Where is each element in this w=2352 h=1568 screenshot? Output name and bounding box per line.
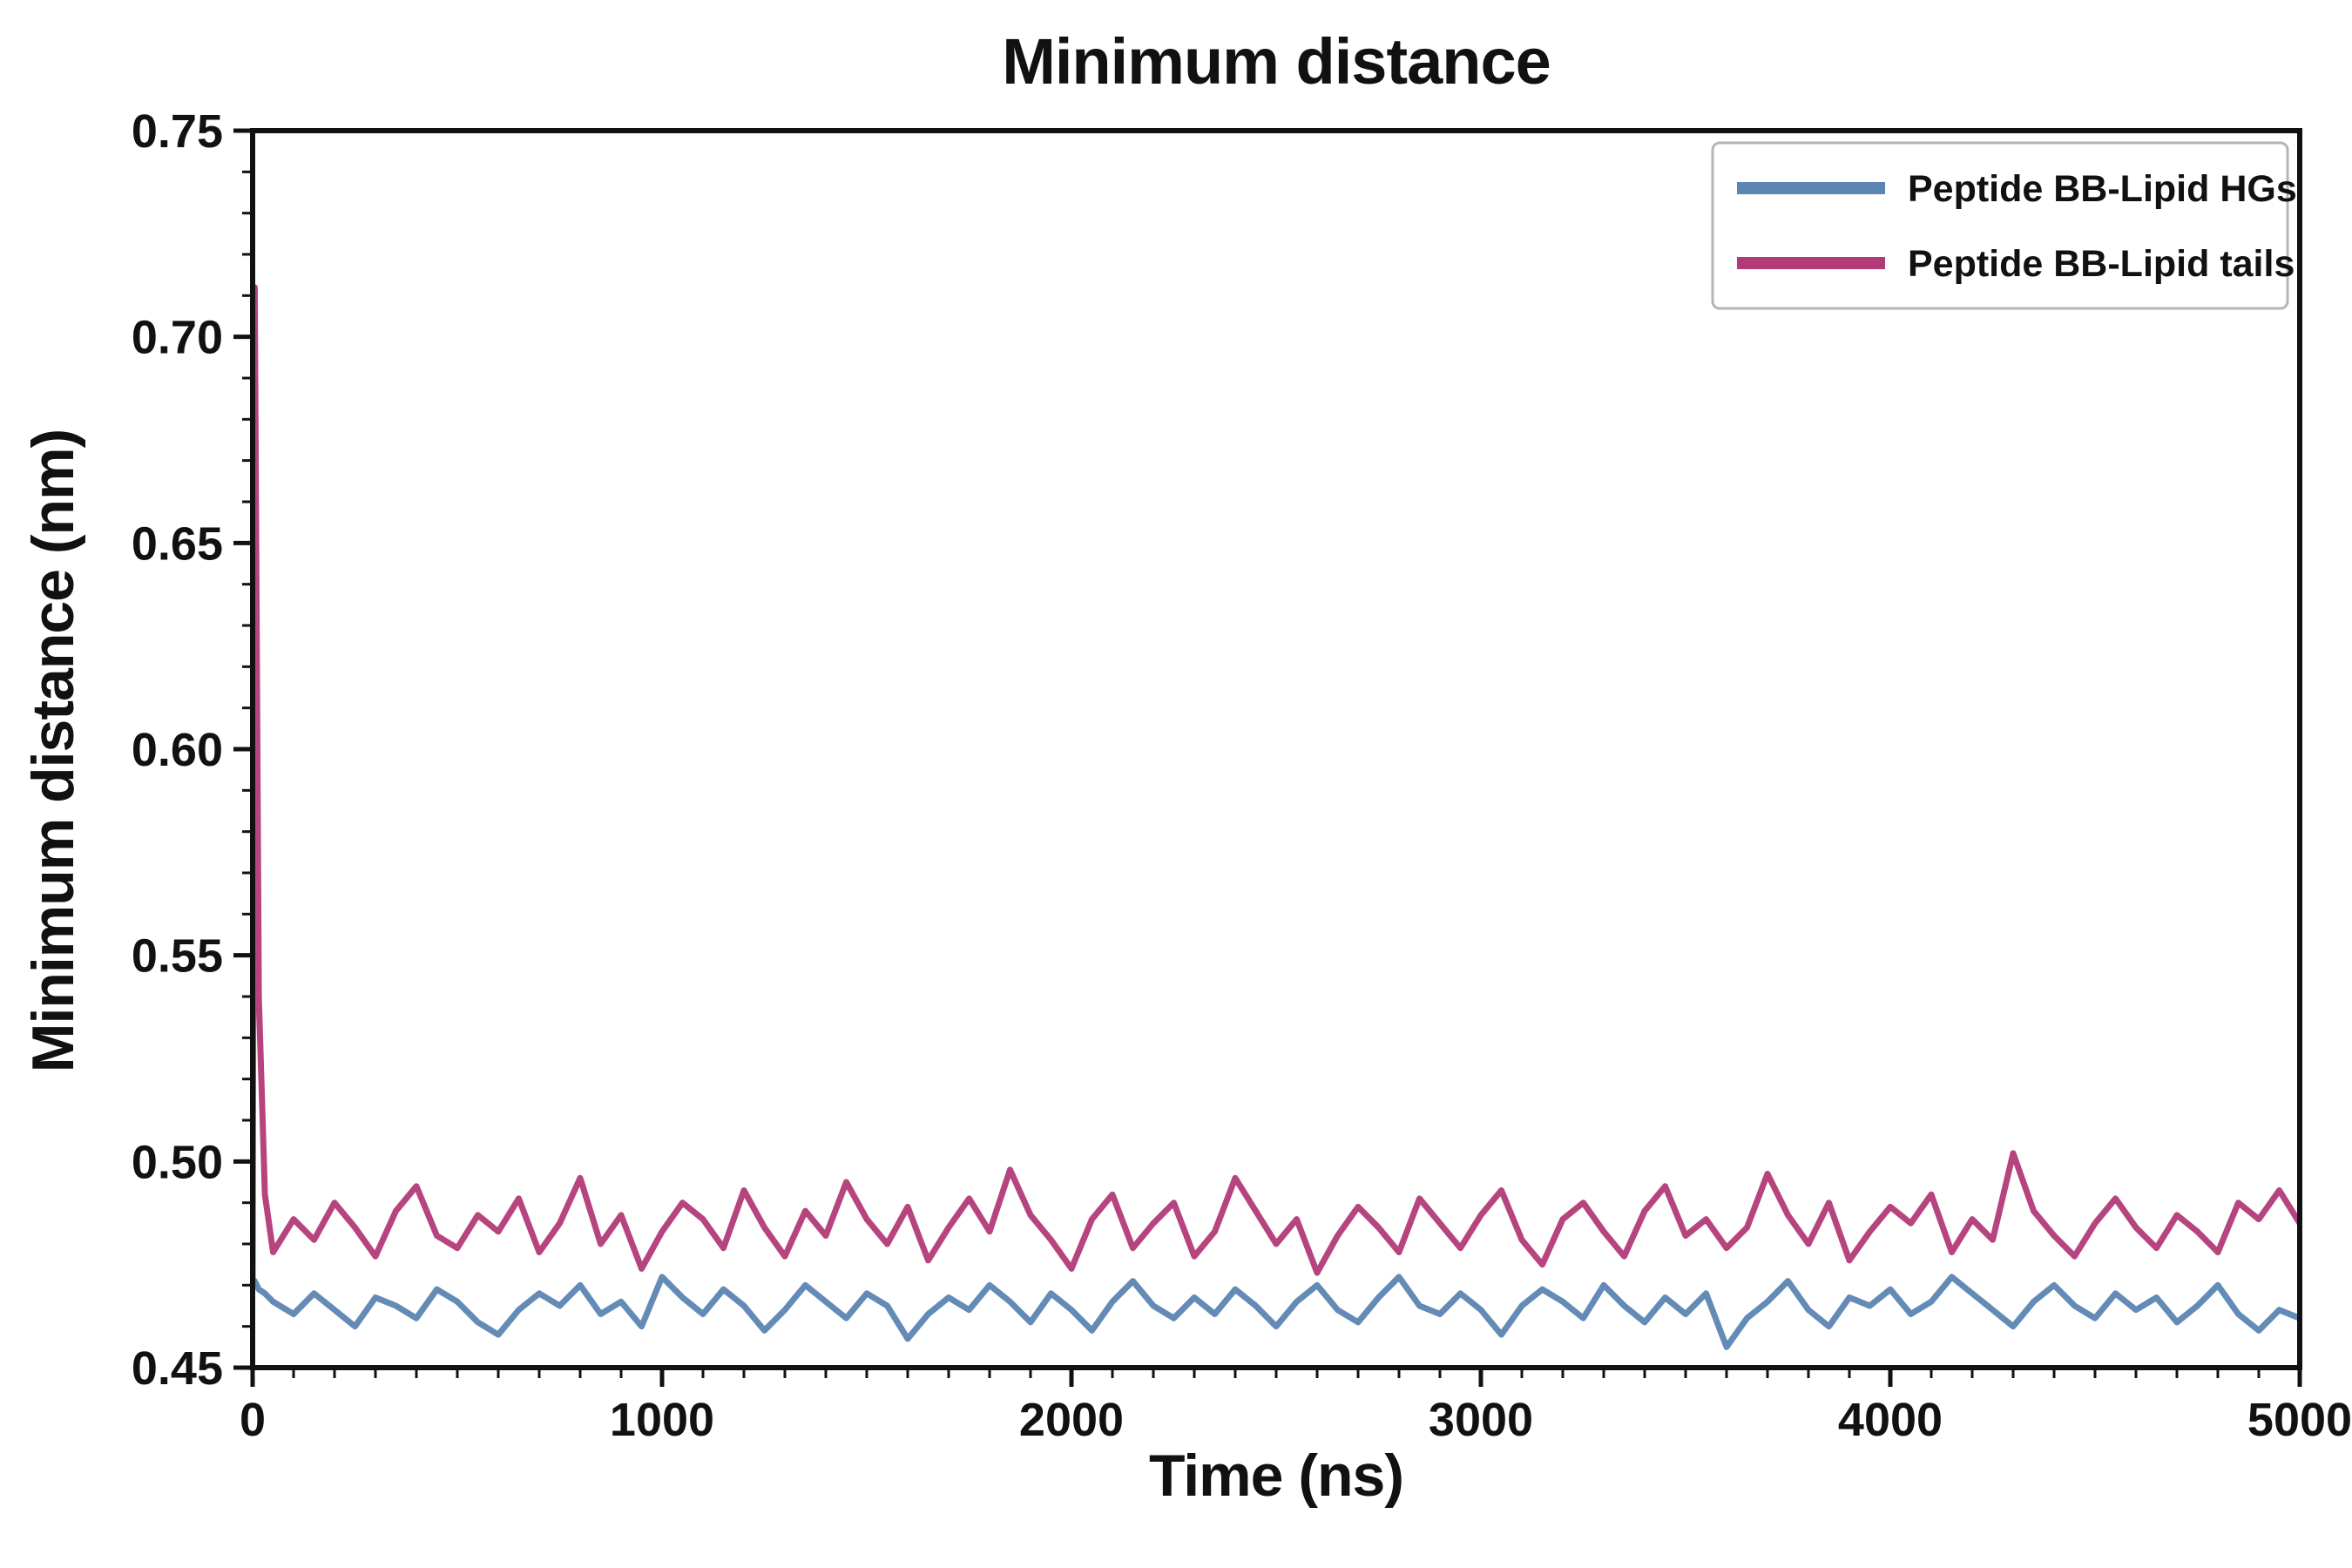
y-tick-label: 0.75 — [132, 105, 223, 158]
series-line-peptide-bb-lipid-tails — [253, 284, 2300, 1288]
y-tick-label: 0.50 — [132, 1136, 223, 1188]
x-tick-label: 2000 — [1019, 1394, 1124, 1446]
legend: Peptide BB-Lipid HGs Peptide BB-Lipid tai… — [1711, 141, 2297, 310]
series-line-peptide-bb-lipid-hgs — [253, 1274, 2300, 1350]
plot-border — [250, 128, 2302, 1370]
y-tick-label: 0.65 — [132, 517, 223, 570]
y-tick-label: 0.70 — [132, 312, 223, 364]
x-tick-label: 4000 — [1838, 1394, 1943, 1446]
legend-label: Peptide BB-Lipid tails — [1908, 243, 2295, 285]
x-tick-label: 0 — [240, 1394, 266, 1446]
legend-label: Peptide BB-Lipid HGs — [1908, 168, 2297, 210]
series-lines — [253, 284, 2300, 1350]
x-tick-label: 3000 — [1429, 1394, 1533, 1446]
y-tick-label: 0.45 — [132, 1342, 223, 1395]
x-tick-label: 1000 — [610, 1394, 714, 1446]
y-tick-label: 0.55 — [132, 930, 223, 983]
x-tick-label: 5000 — [2247, 1394, 2352, 1446]
y-axis-ticks: 0.45 0.50 0.55 0.60 0.65 0.70 0.75 — [132, 105, 253, 1395]
chart-title: Minimum distance — [1002, 25, 1551, 98]
y-tick-label: 0.60 — [132, 724, 223, 776]
y-axis-label: Minimum distance (nm) — [20, 429, 86, 1073]
x-axis-ticks: 0 1000 2000 3000 4000 5000 — [240, 1368, 2352, 1446]
x-axis-label: Time (ns) — [1148, 1443, 1404, 1509]
